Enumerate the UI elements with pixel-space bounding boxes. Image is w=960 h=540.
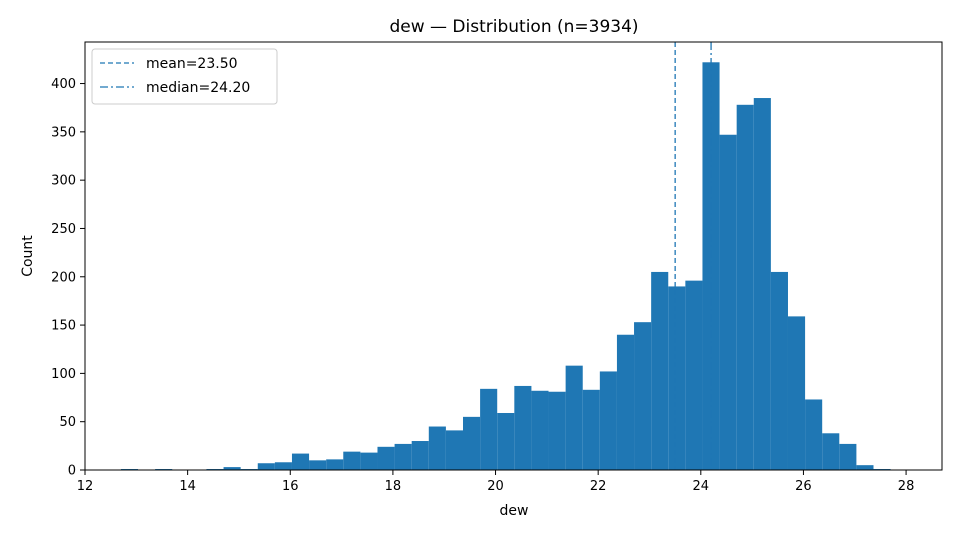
legend-median-label: median=24.20 [146, 80, 250, 96]
x-tick-label: 14 [179, 479, 196, 494]
histogram-bar [736, 104, 754, 470]
histogram-bar [805, 399, 823, 470]
histogram-bar [309, 460, 327, 470]
histogram-bar [685, 280, 703, 470]
histogram-bar [651, 271, 669, 470]
histogram-bar [428, 426, 446, 470]
x-tick-label: 12 [77, 479, 94, 494]
histogram-bar [634, 322, 652, 470]
histogram-bar [497, 412, 515, 470]
histogram-bar [719, 134, 737, 470]
histogram-bar [548, 391, 566, 470]
x-tick-label: 18 [385, 479, 402, 494]
histogram-bar [480, 388, 498, 470]
histogram-bar [582, 389, 600, 470]
histogram-bar [856, 465, 874, 470]
histogram-bar [343, 451, 361, 470]
bars-group [120, 62, 891, 470]
plot-frame [84, 41, 943, 471]
y-tick-label: 400 [51, 77, 76, 92]
histogram-bar [394, 443, 412, 470]
histogram-bar [223, 467, 241, 470]
x-axis: 12 14 16 18 20 22 24 26 28 [77, 470, 915, 494]
x-tick-label: 26 [795, 479, 812, 494]
reference-lines [674, 42, 712, 470]
histogram-bar [257, 463, 275, 470]
y-tick-label: 100 [51, 367, 76, 382]
histogram-bar [668, 286, 686, 470]
x-tick-label: 28 [898, 479, 915, 494]
histogram-bar [616, 334, 635, 470]
histogram-bar [531, 390, 549, 470]
y-tick-label: 200 [51, 270, 76, 285]
y-tick-label: 250 [51, 222, 76, 237]
histogram-bar [445, 430, 464, 470]
legend-box [91, 48, 278, 105]
histogram-bar [565, 365, 583, 470]
histogram-bar [291, 453, 310, 470]
x-tick-label: 22 [590, 479, 607, 494]
legend: mean=23.50 median=24.20 [91, 48, 278, 105]
y-tick-label: 350 [51, 125, 76, 140]
histogram-bar [822, 433, 840, 470]
histogram-bar [360, 452, 378, 470]
histogram-bar [514, 385, 532, 470]
x-tick-label: 20 [487, 479, 504, 494]
y-axis: 0 50 100 150 200 250 300 350 400 [51, 77, 85, 479]
histogram-bar [326, 459, 344, 470]
x-tick-label: 24 [693, 479, 710, 494]
y-tick-label: 300 [51, 174, 76, 189]
y-tick-label: 50 [59, 415, 76, 430]
histogram-bar [411, 441, 429, 470]
histogram-bar [787, 316, 806, 470]
x-axis-label: dew [500, 503, 529, 519]
histogram-bar [839, 443, 857, 470]
histogram-bar [599, 371, 617, 470]
histogram-bar [463, 416, 481, 470]
histogram-bar [770, 271, 788, 470]
histogram-bar [753, 98, 771, 470]
y-tick-label: 0 [68, 464, 76, 479]
legend-mean-label: mean=23.50 [146, 56, 238, 72]
histogram-bar [377, 446, 395, 470]
histogram-bar [274, 462, 292, 470]
y-axis-label: Count [20, 235, 36, 277]
y-tick-label: 150 [51, 319, 76, 334]
x-tick-label: 16 [282, 479, 299, 494]
chart-title: dew — Distribution (n=3934) [389, 17, 638, 37]
